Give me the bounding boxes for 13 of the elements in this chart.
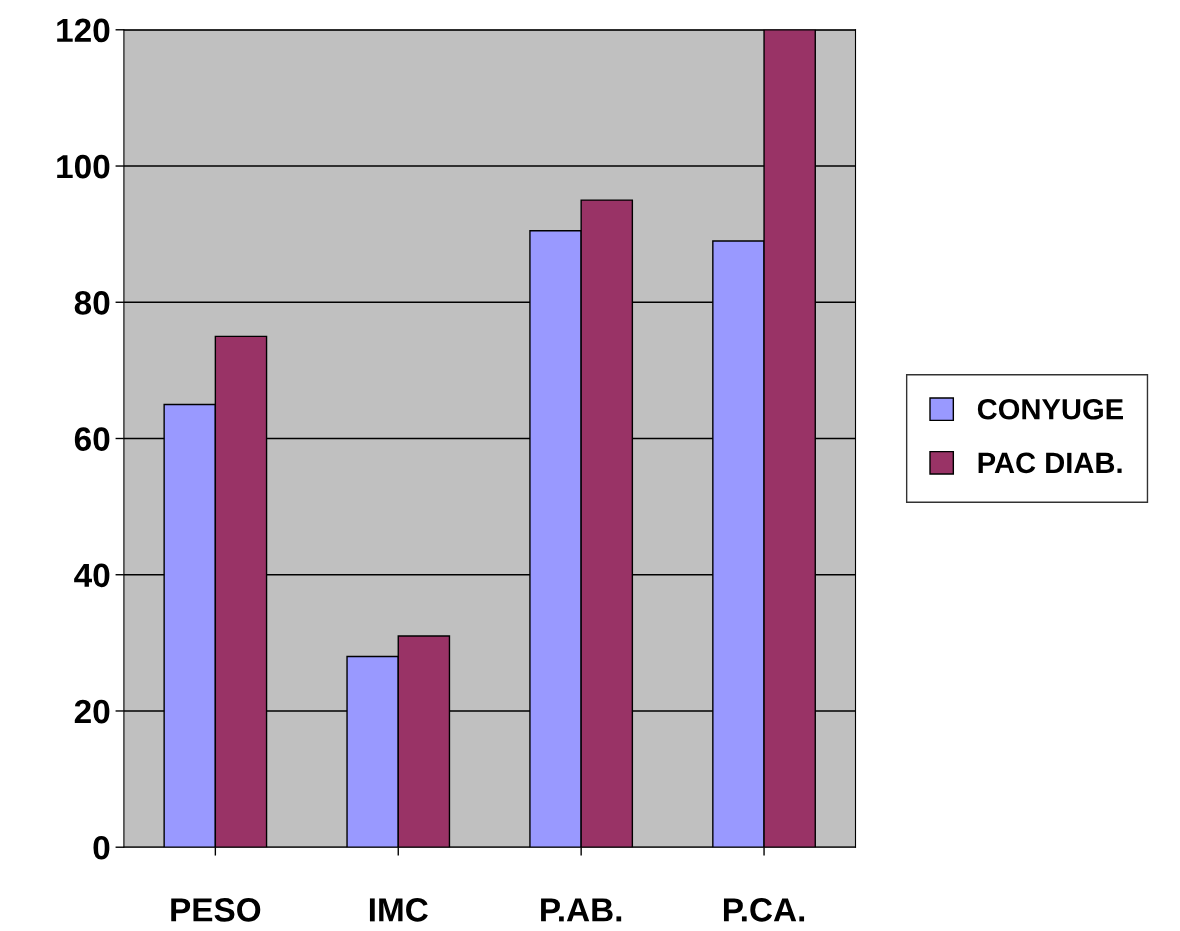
y-tick-label: 0 [93,836,110,860]
y-tick-label: 80 [74,291,110,315]
y-tick-label: 40 [74,563,110,588]
legend-label: CONYUGE [977,398,1123,420]
x-tick-label: P.AB. [541,898,622,922]
y-tick-label: 20 [74,699,110,724]
y-tick-label: 60 [74,427,110,451]
x-tick-label: P.CA. [723,898,805,922]
y-tick-label: 120 [57,18,110,43]
x-tick-label: IMC [369,898,428,922]
x-tick-label: PESO [171,898,261,922]
legend-label: PAC DIAB. [978,452,1122,474]
y-tick-label: 100 [57,154,110,179]
